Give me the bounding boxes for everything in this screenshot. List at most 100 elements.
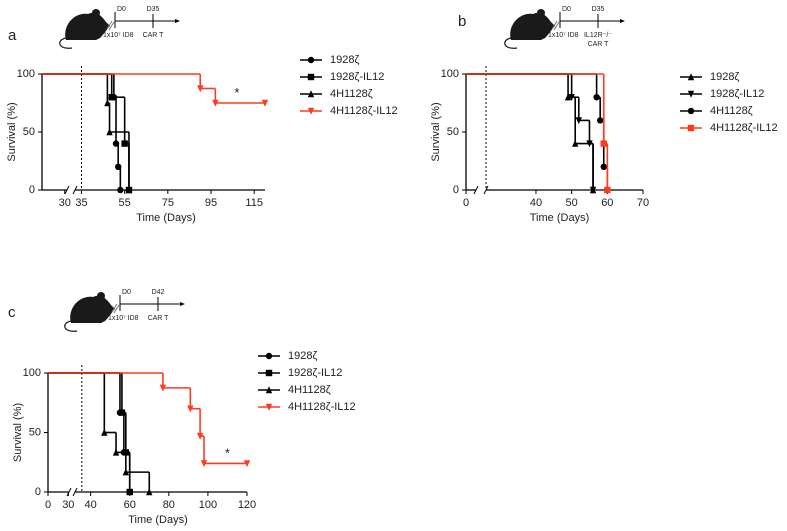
marker [196,432,204,440]
legend-label: 4H1128ζ [288,384,331,396]
axis-break [64,185,70,195]
legend-marker [265,369,273,377]
marker [600,163,607,170]
legend-marker [265,352,273,360]
mouse-icon [70,295,115,323]
x-axis-label: Time (Days) [128,514,187,526]
treatment-label: CAR T [588,41,610,48]
marker [575,117,582,125]
dose-label: 1x10⁷ ID8 [103,32,134,39]
treatment-label: CAR T [148,315,170,322]
marker [114,163,122,170]
legend-marker [265,386,273,394]
timeline-end-label: D42 [152,289,165,296]
x-axis-label: Time (Days) [136,212,195,224]
dose-label: 1x10⁷ ID8 [548,32,579,39]
legend-label: 4H1128ζ [330,88,373,100]
y-tick-label: 50 [447,126,459,138]
marker [604,186,611,194]
legend-label: 4H1128ζ [710,105,753,117]
panel-label: c [8,304,16,321]
mouse-icon [510,12,555,40]
axis-break [483,185,489,195]
timeline-start-label: D0 [562,6,571,13]
x-tick-label: 75 [162,197,174,209]
arrow-head [620,19,625,23]
legend-label: 1928ζ-IL12 [710,88,764,100]
mouse-tail [504,37,518,49]
marker [108,94,115,101]
marker [101,428,108,436]
mouse-icon [65,12,110,40]
dose-label: 1x10⁷ ID8 [108,315,139,322]
marker [126,488,133,496]
y-tick-label: 50 [23,126,35,138]
x-tick-label: 35 [75,197,87,209]
marker [212,99,219,107]
x-tick-label: 30 [59,197,71,209]
marker [187,405,194,413]
y-axis-label: Survival (%) [430,102,442,161]
marker [159,384,167,392]
legend-marker [687,124,695,132]
mouse-ear [537,9,545,17]
y-tick-label: 50 [29,426,41,438]
legend-marker [687,73,695,81]
marker [197,85,204,93]
y-tick-label: 0 [35,486,41,498]
legend-marker [687,90,695,98]
marker [596,117,604,124]
injection [106,20,115,31]
axis-break [72,487,78,497]
treatment-label: IL12R⁻/⁻ [584,32,612,39]
legend-marker [307,107,315,115]
marker [112,448,120,456]
marker [568,94,575,101]
x-tick-label: 115 [245,197,263,209]
x-tick-label: 80 [163,499,175,511]
x-tick-label: 95 [205,197,217,209]
injection [551,20,560,31]
legend-label: 4H1128ζ-IL12 [288,401,356,413]
marker [104,99,111,107]
legend-label: 4H1128ζ-IL12 [330,105,398,117]
marker [589,186,597,194]
x-tick-label: 120 [238,499,256,511]
y-axis-label: Survival (%) [6,102,18,161]
x-tick-label: 50 [566,197,578,209]
x-tick-label: 0 [45,499,51,511]
legend-marker [307,56,315,64]
axis-break [72,185,78,195]
marker [117,186,124,194]
injection [111,303,120,314]
legend-marker [687,107,695,115]
y-tick-label: 100 [441,68,459,80]
x-tick-label: 60 [124,499,136,511]
y-tick-label: 100 [17,68,35,80]
marker [125,186,133,194]
legend-label: 1928ζ-IL12 [330,71,384,83]
legend-label: 1928ζ [710,71,739,83]
panel-label: b [458,13,466,30]
timeline-end-label: D35 [592,6,605,13]
annotation: * [225,445,230,460]
x-axis-label: Time (Days) [530,212,589,224]
marker [243,460,251,468]
marker [564,93,572,101]
marker [600,140,607,147]
mouse-tail [59,37,73,49]
arrow-head [180,302,185,306]
x-tick-label: 30 [62,499,74,511]
marker [121,140,128,147]
y-tick-label: 0 [453,184,459,196]
legend-marker [307,73,315,81]
y-axis-label: Survival (%) [12,403,24,462]
marker [146,488,153,496]
x-tick-label: 40 [530,197,542,209]
y-tick-label: 0 [29,184,35,196]
legend-marker [307,90,315,98]
axis-break [473,185,479,195]
legend-label: 4H1128ζ-IL12 [710,122,778,134]
legend-label: 1928ζ [288,350,317,362]
